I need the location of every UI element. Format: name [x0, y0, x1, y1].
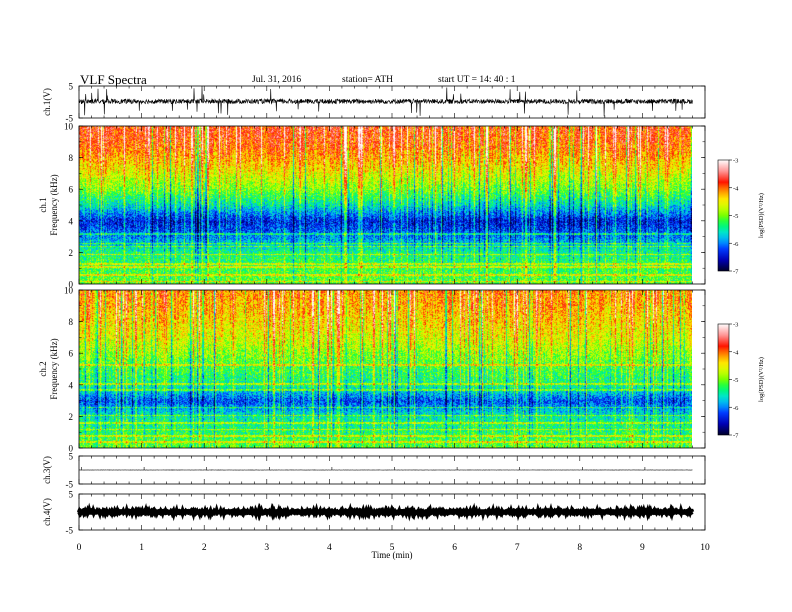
x-tick-label: 0: [77, 543, 82, 553]
chart-title: VLF Spectra: [80, 72, 147, 87]
colorbar-tick-label: -4: [733, 349, 739, 356]
x-axis-label: Time (min): [372, 550, 413, 560]
colorbar-tick-label: -3: [733, 158, 738, 165]
x-tick-label: 1: [139, 543, 144, 553]
waveform-traces: [76, 85, 695, 522]
y-tick-label: 5: [69, 452, 74, 462]
colorbar-tick-label: -7: [733, 433, 739, 440]
ch2-spectrogram-ylabel: Frequency (kHz): [49, 338, 59, 399]
x-tick-label: 2: [202, 543, 207, 553]
y-tick-label: 2: [69, 248, 74, 258]
station-label: station= ATH: [342, 75, 394, 85]
colorbar-tick-label: -3: [733, 322, 738, 329]
y-tick-label: 5: [69, 82, 74, 92]
y-tick-label: 5: [69, 490, 74, 500]
y-tick-label: -5: [66, 114, 74, 124]
ch2-colorbar: [717, 323, 730, 436]
x-tick-label: 10: [700, 543, 710, 553]
ch1-waveform-trace: [78, 85, 693, 117]
y-tick-label: 0: [69, 444, 74, 454]
y-tick-label: 8: [69, 153, 74, 163]
x-tick-label: 8: [577, 543, 582, 553]
y-tick-label: 0: [69, 280, 74, 290]
ch2-spectrogram-image: [79, 290, 692, 448]
y-tick-label: 6: [69, 185, 74, 195]
x-tick-label: 7: [515, 543, 520, 553]
colorbar-tick-label: -6: [733, 405, 739, 412]
x-tick-label: 3: [264, 543, 269, 553]
ch3-waveform-ylabel: ch.3(V): [42, 456, 52, 484]
ch1-spectrogram-image: [79, 126, 692, 284]
colorbar-tick-label: -5: [733, 377, 738, 384]
ch4-waveform-ylabel: ch.4(V): [42, 498, 52, 526]
colorbar-tick-label: -7: [733, 269, 739, 276]
x-tick-label: 4: [327, 543, 332, 553]
y-tick-label: 4: [69, 380, 74, 390]
ch1-spectrogram-ylabel: Frequency (kHz): [49, 174, 59, 235]
y-tick-label: 6: [69, 349, 74, 359]
y-tick-label: -5: [66, 480, 74, 490]
colorbar-label: log(PSD)(V²/Hz): [758, 193, 765, 238]
ch1-waveform-ylabel: ch.1(V): [42, 88, 52, 116]
spectrogram-images: [79, 126, 730, 448]
axis-ticks: [78, 85, 732, 531]
y-tick-label: 10: [64, 122, 74, 132]
ch1-colorbar: [717, 159, 730, 272]
start-time-label: start UT = 14: 40 : 1: [438, 75, 516, 85]
colorbar-tick-label: -4: [733, 185, 739, 192]
y-tick-label: 4: [69, 216, 74, 226]
date-label: Jul. 31, 2016: [252, 75, 302, 85]
ch4-waveform-trace: [76, 502, 695, 522]
colorbar-tick-label: -6: [733, 241, 739, 248]
y-tick-label: 10: [64, 286, 74, 296]
ch1-spectrogram-ylabel: ch.1: [38, 197, 48, 212]
y-tick-label: 2: [69, 412, 74, 422]
y-tick-label: 8: [69, 317, 74, 327]
colorbar-label: log(PSD)(V²/Hz): [758, 357, 765, 402]
ch2-spectrogram-ylabel: ch.2: [38, 361, 48, 376]
x-tick-label: 5: [390, 543, 395, 553]
x-tick-label: 6: [452, 543, 457, 553]
x-tick-label: 9: [640, 543, 645, 553]
y-tick-label: -5: [66, 526, 74, 536]
colorbar-tick-label: -5: [733, 213, 738, 220]
